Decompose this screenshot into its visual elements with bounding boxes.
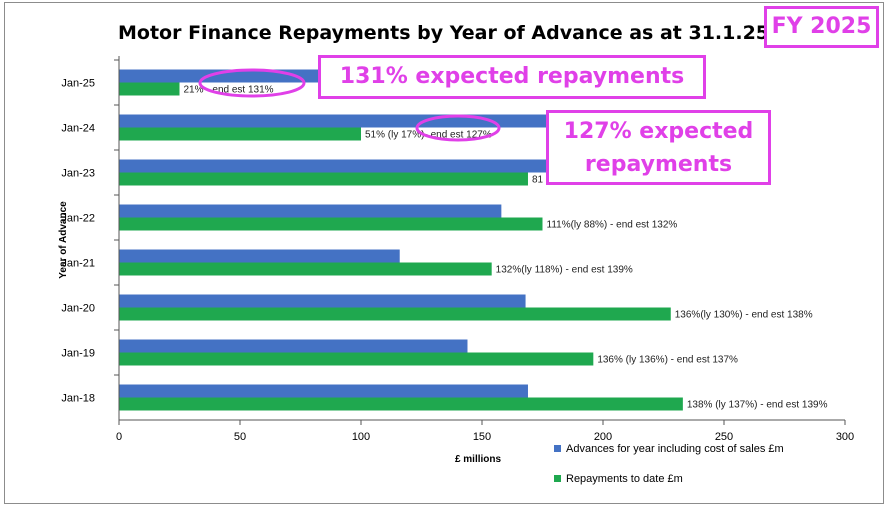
- y-tick-label: Jan-20: [61, 303, 95, 315]
- callout-127-line2: repayments: [584, 152, 733, 177]
- y-tick-label: Jan-19: [61, 348, 95, 360]
- advances-bar-jan-19: [119, 339, 468, 353]
- callout-131-expected: 131% expected repayments: [318, 55, 706, 99]
- y-tick-label: Jan-25: [61, 78, 95, 90]
- legend-label-1: Repayments to date £m: [566, 473, 683, 485]
- x-tick-label: 200: [594, 431, 612, 443]
- y-tick-label: Jan-24: [61, 123, 95, 135]
- repayments-bar-jan-24: [119, 127, 361, 141]
- advances-bar-jan-18: [119, 384, 528, 398]
- y-axis-label: Year of Advance: [58, 201, 69, 279]
- data-label-jan-25: 21% - end est 131%: [184, 85, 274, 96]
- y-tick-label: Jan-18: [61, 393, 95, 405]
- x-tick-label: 300: [836, 431, 854, 443]
- y-tick-label: Jan-21: [61, 258, 95, 270]
- repayments-bar-jan-22: [119, 217, 543, 231]
- advances-bar-jan-23: [119, 159, 550, 173]
- legend-swatch-1: [554, 475, 561, 482]
- advances-bar-jan-21: [119, 249, 400, 263]
- x-tick-label: 150: [473, 431, 491, 443]
- data-label-jan-18: 138% (ly 137%) - end est 139%: [687, 400, 828, 411]
- advances-bar-jan-20: [119, 294, 526, 308]
- advances-bar-jan-22: [119, 204, 502, 218]
- data-label-jan-23: 81: [532, 175, 544, 186]
- callout-127-expected: 127% expected repayments: [546, 110, 771, 185]
- legend-swatch-0: [554, 445, 561, 452]
- repayments-bar-jan-20: [119, 307, 671, 321]
- x-axis-label: £ millions: [455, 454, 502, 465]
- advances-bar-jan-24: [119, 114, 550, 128]
- bars-group: [119, 69, 683, 411]
- repayments-bar-jan-18: [119, 397, 683, 411]
- chart-title: Motor Finance Repayments by Year of Adva…: [118, 22, 770, 44]
- repayments-bar-jan-19: [119, 352, 594, 366]
- highlight-ellipse-jan-25: [198, 68, 306, 98]
- repayments-bar-jan-21: [119, 262, 492, 276]
- y-tick-label: Jan-22: [61, 213, 95, 225]
- x-tick-label: 100: [352, 431, 370, 443]
- legend-label-0: Advances for year including cost of sale…: [566, 443, 784, 455]
- legend: Advances for year including cost of sale…: [554, 443, 784, 485]
- data-label-jan-22: 111%(ly 88%) - end est 132%: [547, 220, 678, 231]
- y-tick-label: Jan-23: [61, 168, 95, 180]
- data-label-jan-20: 136%(ly 130%) - end est 138%: [675, 310, 813, 321]
- data-label-jan-21: 132%(ly 118%) - end est 139%: [496, 265, 633, 276]
- x-tick-label: 50: [234, 431, 246, 443]
- repayments-bar-jan-23: [119, 172, 528, 186]
- x-tick-label: 0: [116, 431, 122, 443]
- x-tick-label: 250: [715, 431, 733, 443]
- callout-127-line1: 127% expected: [563, 119, 754, 144]
- axes-group: [114, 56, 846, 425]
- highlight-ellipse-jan-24: [415, 114, 501, 142]
- data-label-jan-19: 136% (ly 136%) - end est 137%: [597, 355, 738, 366]
- repayments-bar-jan-25: [119, 82, 180, 96]
- fy-badge: FY 2025: [764, 6, 879, 48]
